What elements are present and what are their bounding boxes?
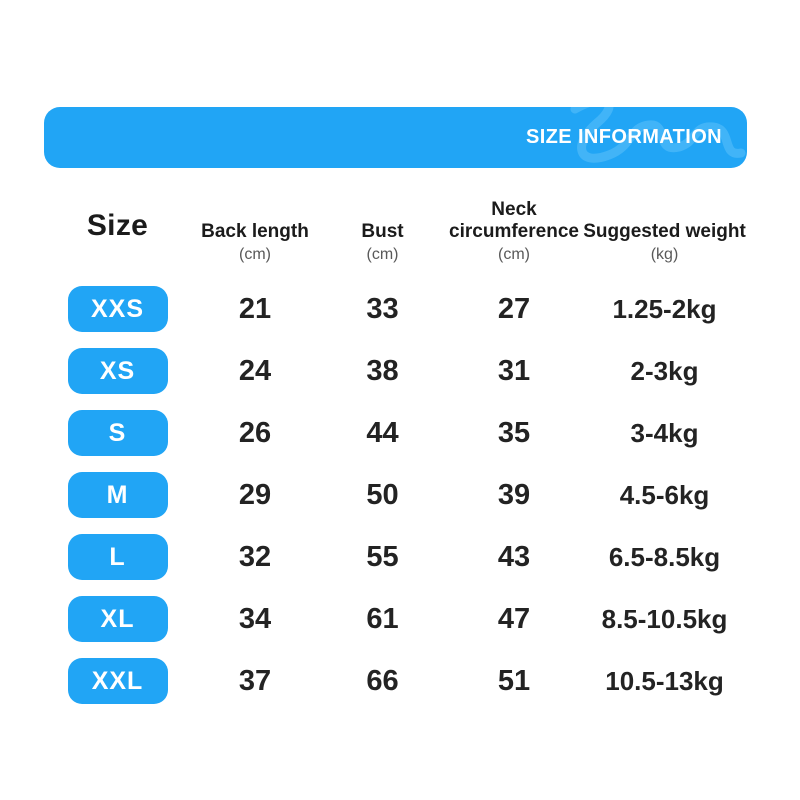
neck-circumference-value: 27 bbox=[497, 292, 531, 325]
size-badge: XS bbox=[67, 348, 168, 394]
neck-circumference-value: 39 bbox=[497, 478, 531, 511]
column-header-suggested-weight: Suggested weight (kg) bbox=[582, 221, 747, 278]
column-unit: (cm) bbox=[239, 246, 271, 263]
column-label: Neck circumference bbox=[449, 198, 579, 242]
size-badge: L bbox=[67, 534, 168, 580]
column-label: Bust bbox=[361, 220, 404, 242]
column-header-bust: Bust (cm) bbox=[319, 221, 446, 278]
neck-circumference-value: 51 bbox=[497, 664, 531, 697]
bust-value: 66 bbox=[366, 664, 399, 697]
size-badge: XL bbox=[67, 596, 168, 642]
table-row-xxs: XXS 21 33 27 1.25-2kg bbox=[44, 278, 747, 340]
size-badge-cell: XS bbox=[44, 348, 191, 394]
column-header-size: Size bbox=[44, 209, 191, 278]
neck-circumference-value: 43 bbox=[497, 540, 531, 573]
suggested-weight-value: 3-4kg bbox=[630, 417, 699, 448]
table-row-xxl: XXL 37 66 51 10.5-13kg bbox=[44, 650, 747, 712]
size-badge-cell: XXS bbox=[44, 286, 191, 332]
column-label: Suggested weight bbox=[583, 220, 746, 242]
column-unit: (cm) bbox=[498, 246, 530, 263]
neck-circumference-value: 47 bbox=[497, 602, 531, 635]
bust-value: 55 bbox=[366, 540, 399, 573]
bust-value: 33 bbox=[366, 292, 399, 325]
table-row-xl: XL 34 61 47 8.5-10.5kg bbox=[44, 588, 747, 650]
bust-value: 50 bbox=[366, 478, 399, 511]
suggested-weight-value: 6.5-8.5kg bbox=[608, 541, 721, 572]
size-information-banner: SIZE INFORMATION bbox=[44, 107, 747, 168]
neck-circumference-value: 35 bbox=[497, 416, 531, 449]
neck-circumference-value: 31 bbox=[497, 354, 531, 387]
back-length-value: 29 bbox=[238, 478, 272, 511]
back-length-value: 24 bbox=[238, 354, 272, 387]
table-body: XXS 21 33 27 1.25-2kg XS 24 38 31 2-3kg … bbox=[44, 278, 747, 712]
table-row-s: S 26 44 35 3-4kg bbox=[44, 402, 747, 464]
suggested-weight-value: 2-3kg bbox=[630, 355, 699, 386]
column-unit: (kg) bbox=[650, 246, 679, 263]
size-badge-cell: XXL bbox=[44, 658, 191, 704]
size-badge-cell: XL bbox=[44, 596, 191, 642]
size-badge-cell: L bbox=[44, 534, 191, 580]
column-header-neck-circumference: Neck circumference (cm) bbox=[446, 199, 582, 278]
bust-value: 61 bbox=[366, 602, 399, 635]
table-row-l: L 32 55 43 6.5-8.5kg bbox=[44, 526, 747, 588]
back-length-value: 37 bbox=[238, 664, 272, 697]
table-row-m: M 29 50 39 4.5-6kg bbox=[44, 464, 747, 526]
back-length-value: 21 bbox=[238, 292, 272, 325]
bust-value: 44 bbox=[366, 416, 399, 449]
size-badge: M bbox=[67, 472, 168, 518]
column-label: Size bbox=[86, 209, 149, 243]
watermark-squiggle-icon bbox=[570, 107, 746, 163]
suggested-weight-value: 4.5-6kg bbox=[619, 479, 710, 510]
column-unit: (cm) bbox=[366, 246, 399, 263]
suggested-weight-value: 10.5-13kg bbox=[605, 665, 724, 696]
suggested-weight-value: 8.5-10.5kg bbox=[601, 603, 728, 634]
column-label: Back length bbox=[201, 220, 309, 242]
size-table: Size Back length (cm) Bust (cm) Neck cir… bbox=[44, 190, 747, 712]
table-header-row: Size Back length (cm) Bust (cm) Neck cir… bbox=[44, 190, 747, 278]
back-length-value: 32 bbox=[238, 540, 272, 573]
size-badge-cell: S bbox=[44, 410, 191, 456]
back-length-value: 26 bbox=[238, 416, 272, 449]
back-length-value: 34 bbox=[238, 602, 272, 635]
bust-value: 38 bbox=[366, 354, 399, 387]
column-header-back-length: Back length (cm) bbox=[191, 221, 319, 278]
size-badge: S bbox=[67, 410, 168, 456]
size-badge-cell: M bbox=[44, 472, 191, 518]
size-badge: XXL bbox=[67, 658, 168, 704]
banner-title: SIZE INFORMATION bbox=[525, 126, 722, 148]
table-row-xs: XS 24 38 31 2-3kg bbox=[44, 340, 747, 402]
size-badge: XXS bbox=[67, 286, 168, 332]
suggested-weight-value: 1.25-2kg bbox=[612, 293, 717, 324]
